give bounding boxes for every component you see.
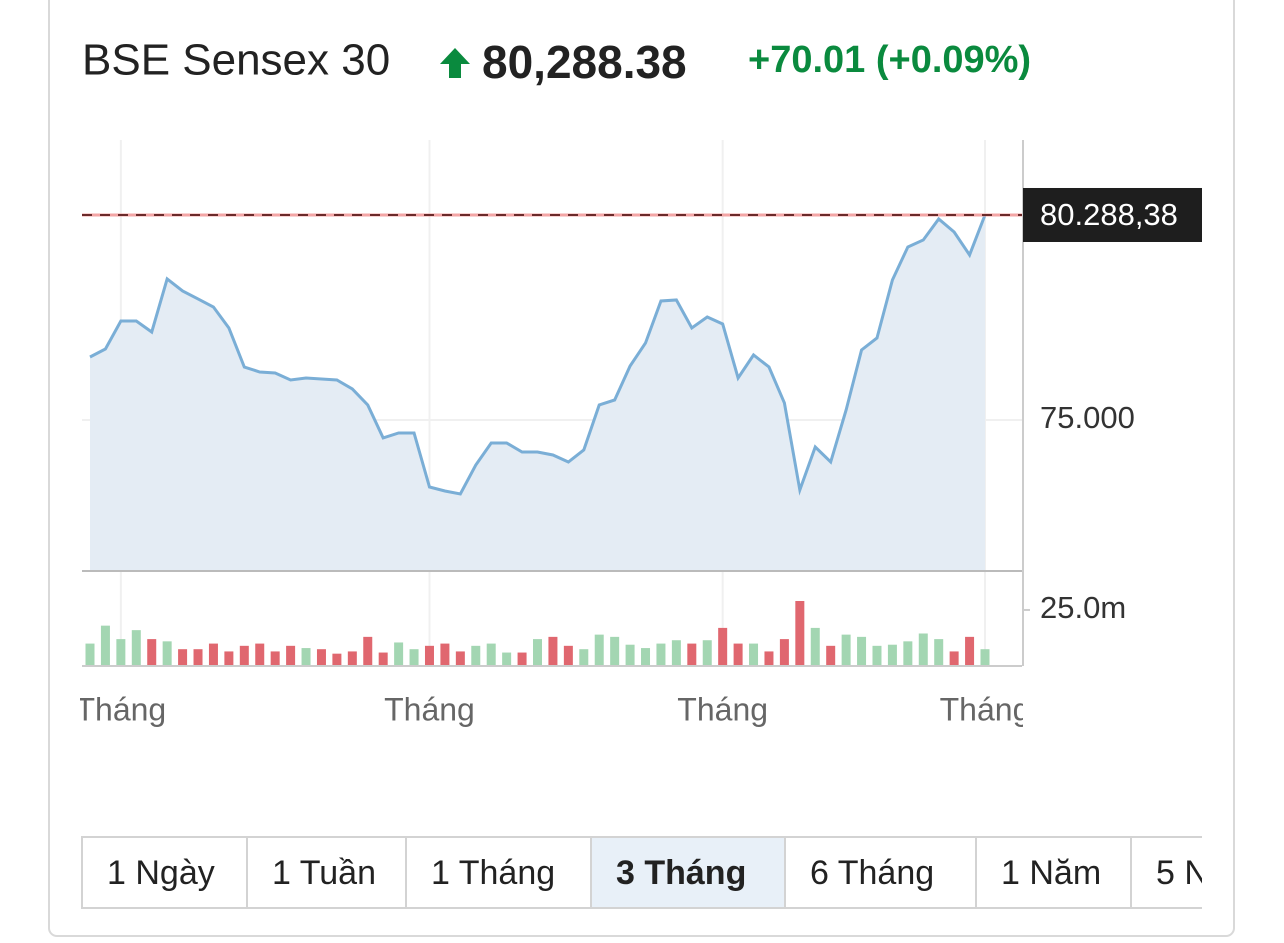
range-label[interactable]: 3 Tháng [616, 854, 746, 892]
x-tick-label: Tháng [384, 691, 475, 727]
price-label-bg [1023, 187, 1202, 242]
volume-bar [579, 649, 589, 666]
volume-bar [424, 645, 434, 666]
volume-bar [378, 652, 388, 666]
range-label[interactable]: 1 Ngày [107, 854, 215, 892]
volume-bar [949, 651, 959, 666]
volume-bar [841, 634, 851, 666]
range-label[interactable]: 6 Tháng [810, 854, 934, 892]
volume-bar [918, 633, 928, 666]
volume-bar [208, 643, 218, 666]
plot: ThángThángThángThángInvesting.com [75, 140, 1031, 727]
volume-bar [440, 643, 450, 666]
volume-bar [162, 641, 172, 666]
volume-bar [486, 643, 496, 666]
volume-bar [363, 636, 373, 666]
volume-bar [795, 601, 805, 666]
volume-bar [239, 645, 249, 666]
range-label[interactable]: 5 Năm [1156, 854, 1256, 892]
x-tick-label: Tháng [75, 691, 166, 727]
volume-bar [872, 645, 882, 666]
volume-bar [548, 636, 558, 666]
volume-bar [702, 640, 712, 666]
volume-bar [224, 651, 234, 666]
volume-bar [100, 625, 110, 666]
volume-bar [131, 630, 141, 666]
volume-bar [332, 653, 342, 666]
volume-bar [641, 648, 651, 666]
volume-bar [316, 649, 326, 666]
volume-bar [193, 649, 203, 666]
range-button[interactable] [246, 836, 407, 909]
up-arrow [440, 48, 470, 78]
volume-bar [779, 639, 789, 666]
volume-bar [533, 639, 542, 666]
volume-bar [826, 645, 836, 666]
volume-bar [980, 649, 990, 666]
price: 80,288.38 [482, 36, 687, 88]
volume-bar [517, 652, 527, 666]
volume-bar [610, 636, 620, 666]
volume-bar [455, 651, 465, 666]
change: +70.01 (+0.09%) [748, 39, 1031, 81]
volume-bar [502, 652, 512, 666]
volume-bar [656, 643, 666, 666]
volume-bar [671, 640, 681, 666]
volume-bar [147, 639, 157, 666]
volume-bar [687, 643, 697, 666]
y-tick-label: 75.000 [1040, 400, 1135, 435]
volume-bar [934, 639, 944, 666]
volume-bar [718, 627, 728, 666]
volume-bar [594, 634, 604, 666]
volume-bar [270, 651, 280, 666]
range-button[interactable] [405, 836, 592, 909]
volume-bar [563, 645, 573, 666]
volume-bar [471, 645, 481, 666]
volume-bar [301, 648, 311, 666]
range-button[interactable] [590, 836, 786, 909]
volume-bar [857, 636, 867, 666]
volume-bar [810, 627, 820, 666]
volume-bar [733, 643, 743, 666]
range-label[interactable]: 1 Tuần [272, 854, 376, 892]
range-label[interactable]: 1 Năm [1001, 854, 1101, 892]
volume-bar [85, 643, 95, 666]
volume-bar [347, 651, 357, 666]
range-button[interactable] [784, 836, 977, 909]
price-label: 80.288,38 [1040, 197, 1178, 232]
range-button[interactable] [975, 836, 1132, 909]
x-tick-label: Tháng [940, 691, 1031, 727]
y2-tick-label: 25.0m [1040, 590, 1126, 625]
range-button[interactable] [1130, 836, 1284, 909]
price-line [89, 214, 987, 496]
x-tick-label: Tháng [677, 691, 768, 727]
volume-bar [764, 651, 774, 666]
volume-bar [903, 641, 913, 666]
axes: 75.000 25.0m 80.288,38 [82, 140, 1202, 667]
volume-bar [887, 644, 897, 666]
range-buttons: 1 Ngày 1 Tuần 1 Tháng 3 Tháng 6 Tháng 1 Năm 5 … [81, 836, 1284, 909]
volume-bar [409, 649, 419, 666]
volume-bar [625, 644, 635, 666]
range-label[interactable]: 1 Tháng [431, 854, 555, 892]
range-button[interactable] [81, 836, 248, 909]
volume-bar [965, 636, 975, 666]
volume-bar [116, 639, 126, 666]
volume-bar [255, 643, 265, 666]
volume-bar [394, 642, 404, 666]
title: BSE Sensex 30 [82, 36, 390, 85]
area [90, 214, 985, 570]
volume-bar [286, 645, 296, 666]
volume-bar [749, 643, 759, 666]
volume-bar [178, 649, 188, 666]
